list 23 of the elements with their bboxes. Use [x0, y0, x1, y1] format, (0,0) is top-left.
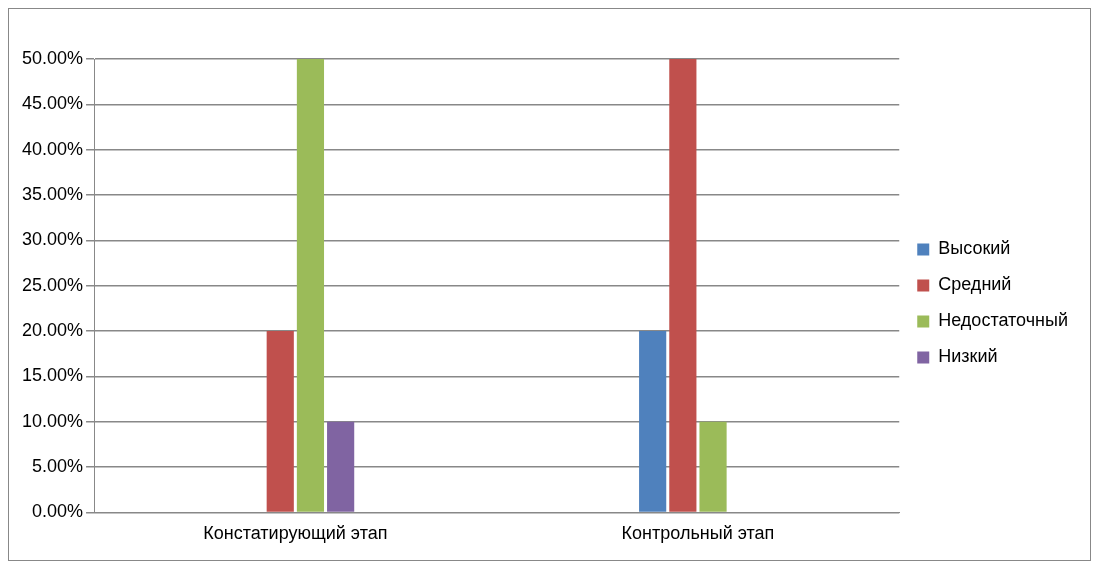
- y-tick-label: 25.00%: [21, 274, 84, 295]
- y-tick-label: 5.00%: [32, 456, 84, 477]
- bar: [327, 421, 355, 512]
- legend-label: Средний: [938, 274, 1012, 295]
- y-tick-label: 10.00%: [21, 410, 84, 431]
- bar: [266, 331, 294, 512]
- x-tick-label: Констатирующий этап: [203, 523, 388, 544]
- legend-label: Недостаточный: [938, 310, 1069, 331]
- legend-label: Высокий: [938, 238, 1011, 259]
- bar: [296, 59, 325, 512]
- y-tick-label: 30.00%: [21, 229, 84, 250]
- y-tick-label: 20.00%: [21, 320, 84, 341]
- y-tick-label: 40.00%: [21, 138, 84, 159]
- bar: [699, 421, 727, 512]
- x-tick-label: Контрольный этап: [621, 523, 775, 544]
- bar: [669, 59, 697, 512]
- y-tick-label: 15.00%: [21, 365, 84, 386]
- y-tick-label: 35.00%: [21, 183, 84, 204]
- legend-label: Низкий: [938, 346, 998, 367]
- bar: [639, 331, 667, 512]
- y-tick-label: 0.00%: [32, 501, 84, 522]
- y-tick-label: 50.00%: [21, 47, 84, 68]
- y-tick-label: 45.00%: [21, 93, 84, 114]
